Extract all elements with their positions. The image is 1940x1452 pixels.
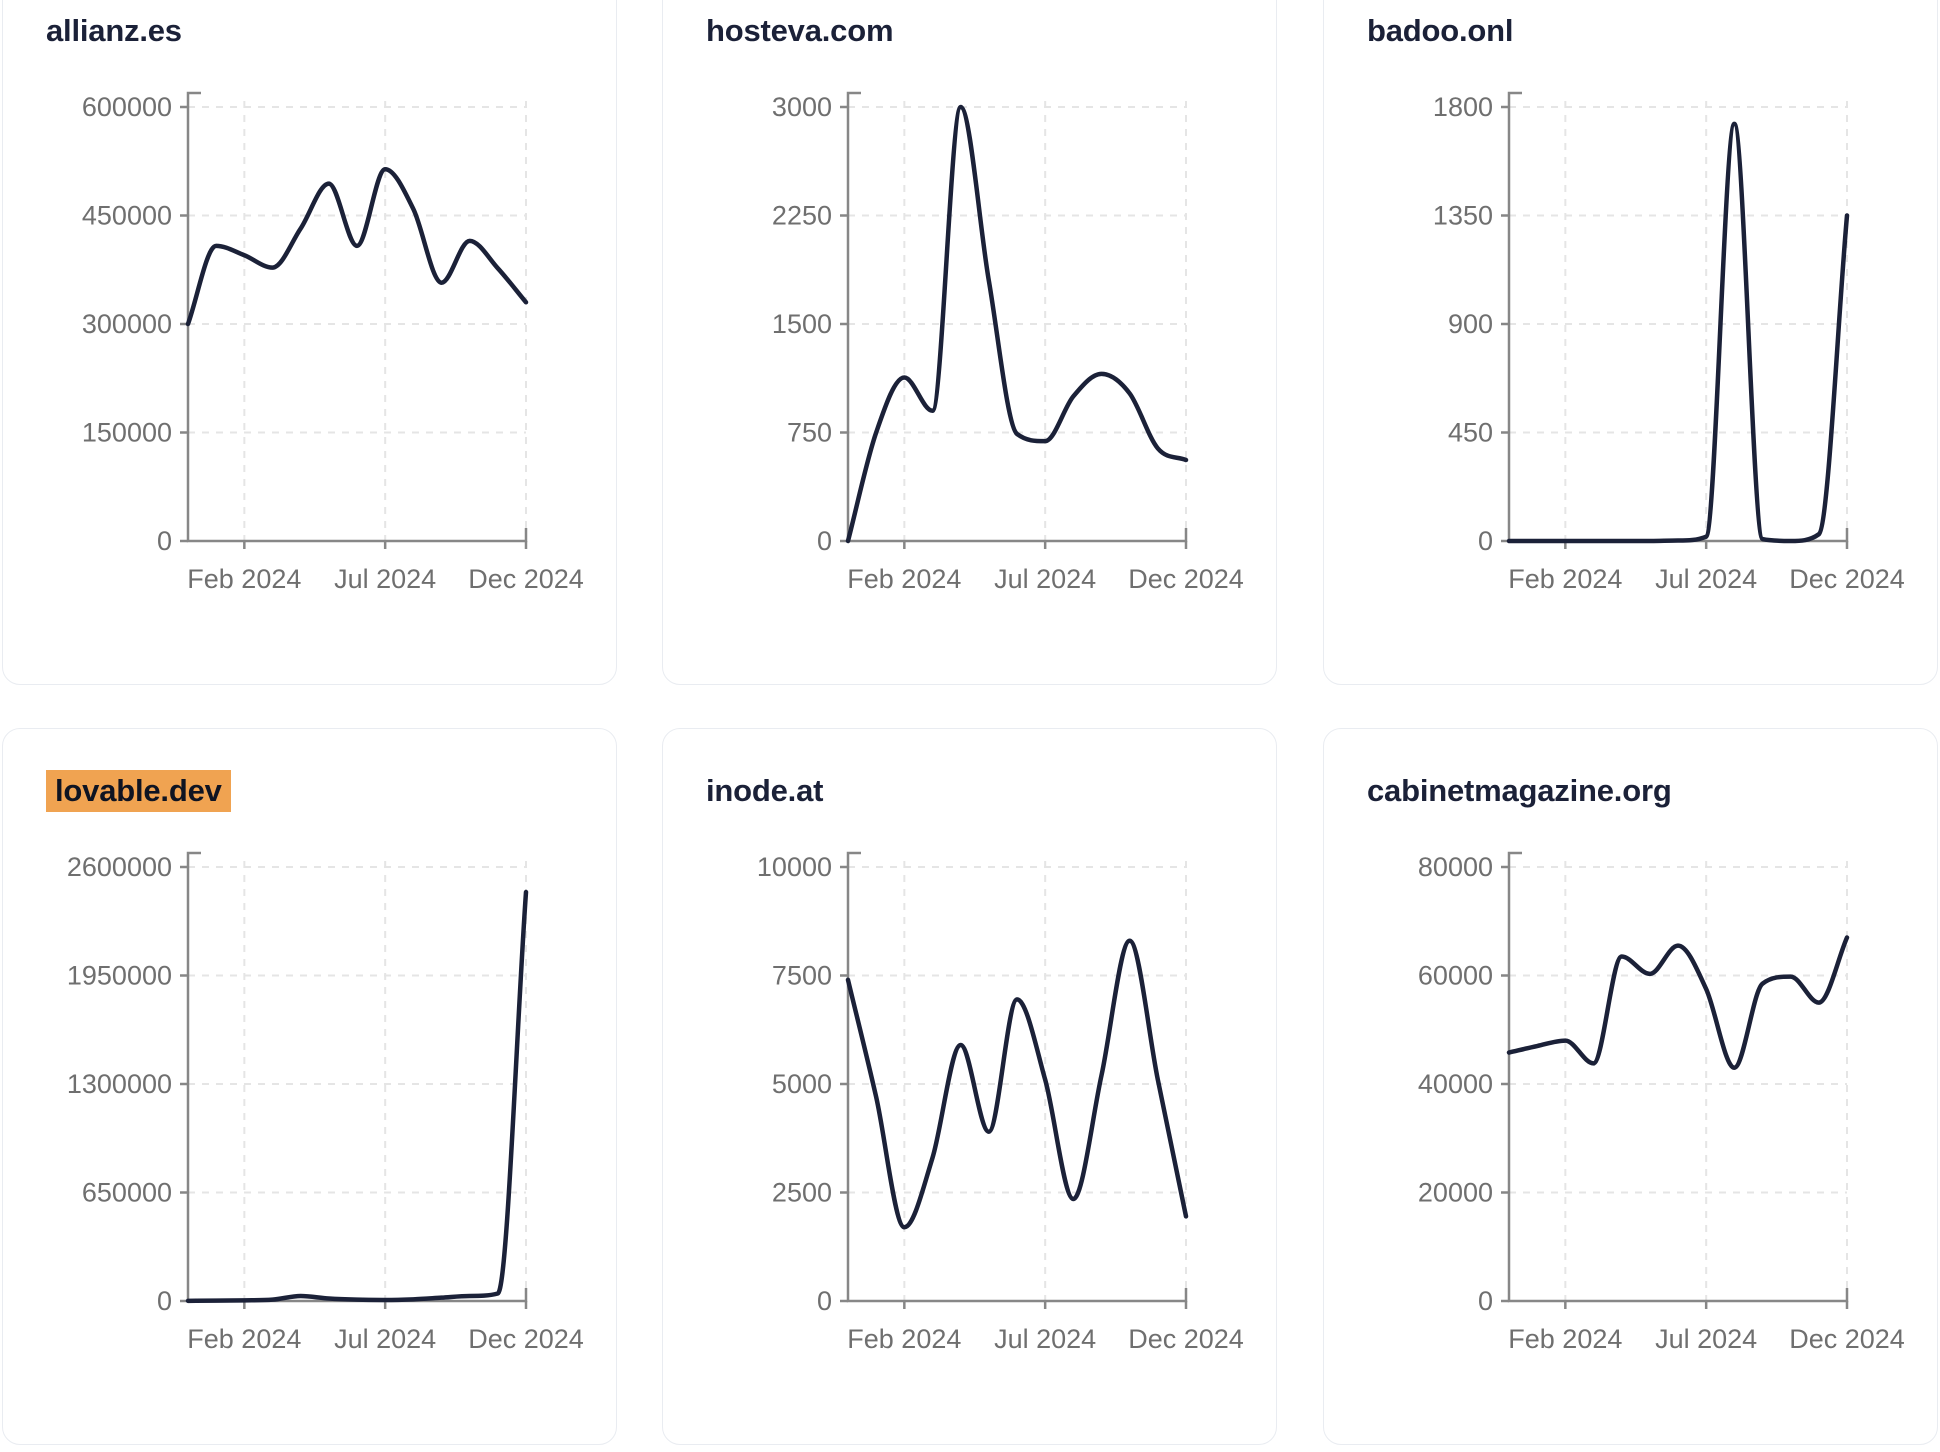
line-chart: 0 2500 5000 7500 10000 Feb 2024 Jul 2024 Dec 20… [757, 851, 1244, 1354]
svg-text:Feb 2024: Feb 2024 [847, 1324, 961, 1354]
svg-text:Jul 2024: Jul 2024 [994, 564, 1096, 594]
svg-text:Dec 2024: Dec 2024 [468, 564, 584, 594]
svg-text:1800: 1800 [1433, 92, 1493, 122]
svg-text:Feb 2024: Feb 2024 [1508, 564, 1622, 594]
svg-text:150000: 150000 [82, 418, 172, 448]
svg-text:Jul 2024: Jul 2024 [334, 564, 436, 594]
svg-text:450: 450 [1448, 418, 1493, 448]
svg-text:1350: 1350 [1433, 201, 1493, 231]
domain-title: lovable.dev [46, 770, 231, 812]
svg-text:Jul 2024: Jul 2024 [1655, 564, 1757, 594]
domain-title-text: allianz.es [46, 13, 182, 48]
domain-card: hosteva.com 0 750 1500 2250 3000 Feb 2024 Jul … [662, 0, 1277, 685]
domain-card: badoo.onl 0 450 900 1350 1800 Feb 2024 Jul 202… [1323, 0, 1938, 685]
domain-title-text: lovable.dev [46, 770, 231, 812]
domain-title-text: badoo.onl [1367, 13, 1514, 48]
svg-text:750: 750 [787, 418, 832, 448]
svg-text:300000: 300000 [82, 309, 172, 339]
svg-text:80000: 80000 [1418, 852, 1493, 882]
svg-text:60000: 60000 [1418, 961, 1493, 991]
domain-title: allianz.es [46, 13, 182, 49]
svg-text:2250: 2250 [772, 201, 832, 231]
svg-text:0: 0 [157, 526, 172, 556]
svg-text:450000: 450000 [82, 201, 172, 231]
svg-text:0: 0 [1478, 1286, 1493, 1316]
svg-text:1500: 1500 [772, 309, 832, 339]
svg-text:Jul 2024: Jul 2024 [334, 1324, 436, 1354]
svg-text:Dec 2024: Dec 2024 [468, 1324, 584, 1354]
svg-text:900: 900 [1448, 309, 1493, 339]
svg-text:Dec 2024: Dec 2024 [1128, 1324, 1244, 1354]
svg-text:1950000: 1950000 [67, 961, 172, 991]
domain-card: inode.at 0 2500 5000 7500 10000 Feb 2024 Jul 2… [662, 728, 1277, 1445]
domain-title: cabinetmagazine.org [1367, 773, 1672, 809]
svg-text:20000: 20000 [1418, 1178, 1493, 1208]
domain-card: cabinetmagazine.org 0 20000 40000 60000 8000… [1323, 728, 1938, 1445]
svg-text:650000: 650000 [82, 1178, 172, 1208]
svg-text:Dec 2024: Dec 2024 [1789, 1324, 1905, 1354]
line-chart: 0 150000 300000 450000 600000 Feb 2024 Jul 202… [82, 91, 584, 594]
svg-text:Dec 2024: Dec 2024 [1789, 564, 1905, 594]
svg-text:0: 0 [817, 1286, 832, 1316]
line-chart: 0 20000 40000 60000 80000 Feb 2024 Jul 2024 Dec… [1418, 851, 1905, 1354]
svg-text:0: 0 [157, 1286, 172, 1316]
line-chart: 0 650000 1300000 1950000 2600000 Feb 2024 Jul … [67, 851, 584, 1354]
svg-text:40000: 40000 [1418, 1069, 1493, 1099]
domain-card: lovable.dev 0 650000 1300000 1950000 2600000… [2, 728, 617, 1445]
svg-text:0: 0 [1478, 526, 1493, 556]
svg-text:Feb 2024: Feb 2024 [187, 564, 301, 594]
svg-text:10000: 10000 [757, 852, 832, 882]
line-chart: 0 450 900 1350 1800 Feb 2024 Jul 2024 Dec 2024 [1433, 91, 1905, 594]
svg-text:2600000: 2600000 [67, 852, 172, 882]
svg-text:Dec 2024: Dec 2024 [1128, 564, 1244, 594]
svg-text:1300000: 1300000 [67, 1069, 172, 1099]
svg-text:Feb 2024: Feb 2024 [187, 1324, 301, 1354]
svg-text:5000: 5000 [772, 1069, 832, 1099]
domain-title: inode.at [706, 773, 823, 809]
svg-text:3000: 3000 [772, 92, 832, 122]
svg-text:Feb 2024: Feb 2024 [1508, 1324, 1622, 1354]
svg-text:Feb 2024: Feb 2024 [847, 564, 961, 594]
svg-text:0: 0 [817, 526, 832, 556]
domain-title: badoo.onl [1367, 13, 1513, 49]
domain-card: allianz.es 0 150000 300000 450000 600000 Feb … [2, 0, 617, 685]
domain-title-text: hosteva.com [706, 13, 894, 48]
domain-title-text: cabinetmagazine.org [1367, 773, 1672, 808]
svg-text:600000: 600000 [82, 92, 172, 122]
svg-text:7500: 7500 [772, 961, 832, 991]
svg-text:2500: 2500 [772, 1178, 832, 1208]
svg-text:Jul 2024: Jul 2024 [1655, 1324, 1757, 1354]
domain-title: hosteva.com [706, 13, 894, 49]
domain-title-text: inode.at [706, 773, 824, 808]
line-chart: 0 750 1500 2250 3000 Feb 2024 Jul 2024 Dec 2024 [772, 91, 1244, 594]
svg-text:Jul 2024: Jul 2024 [994, 1324, 1096, 1354]
